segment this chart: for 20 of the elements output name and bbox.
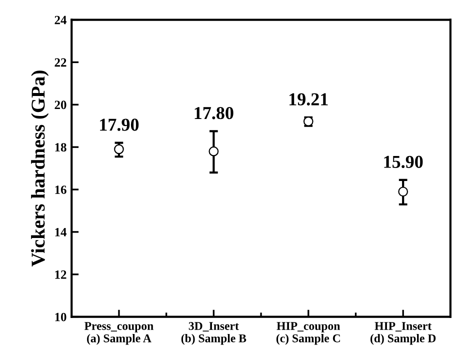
data-label: 17.80 — [194, 106, 234, 120]
point — [398, 186, 408, 197]
x-tick-label: HIP_coupon (c) Sample C — [276, 322, 340, 345]
y-tick-label: 12 — [55, 270, 66, 279]
data-label: 19.21 — [290, 93, 328, 106]
y-tick-label: 10 — [55, 312, 66, 322]
x-tick-label: 3D_Insert (b) Sample B — [181, 322, 246, 345]
data-label: 15.90 — [384, 156, 423, 168]
y-tick-label: 20 — [54, 100, 66, 110]
y-axis-title: Vickers hardness (GPa) — [31, 70, 49, 267]
point — [208, 146, 219, 156]
point — [114, 144, 124, 154]
y-tick-label: 16 — [55, 186, 66, 194]
y-tick-label: 14 — [55, 228, 67, 236]
data-label: 17.90 — [100, 118, 139, 131]
y-tick-label: 18 — [55, 143, 66, 152]
x-tick-label: Press_coupon (a) Sample A — [84, 322, 154, 345]
y-tick-label: 22 — [54, 58, 66, 67]
x-tick-label: HIP_Insert (d) Sample D — [370, 322, 436, 345]
y-tick-label: 24 — [54, 16, 67, 24]
